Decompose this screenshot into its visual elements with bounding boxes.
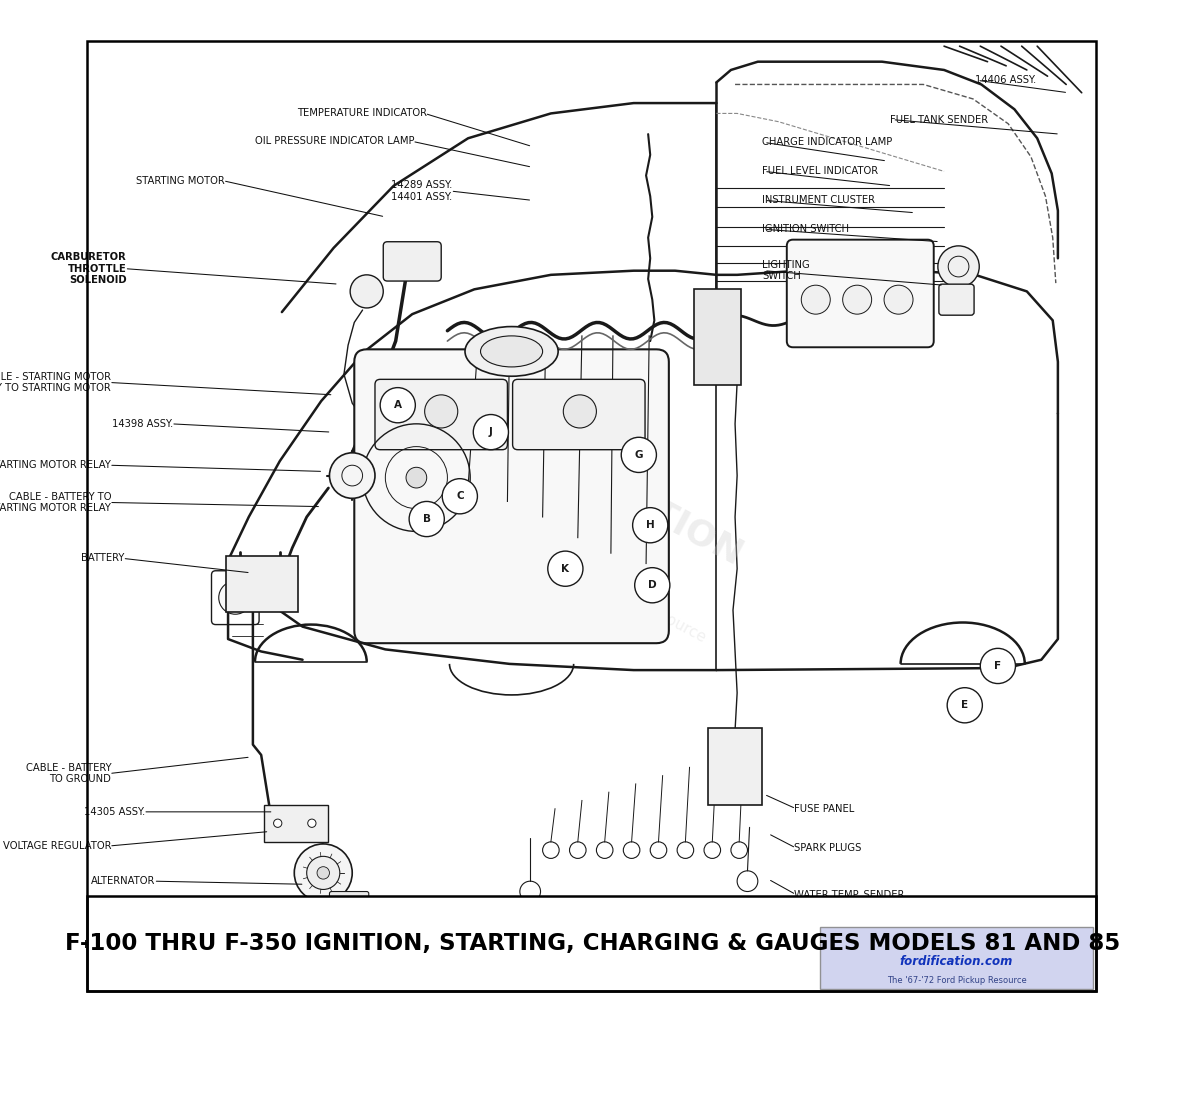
Circle shape <box>308 819 316 827</box>
FancyBboxPatch shape <box>384 242 441 281</box>
Circle shape <box>884 285 913 315</box>
Circle shape <box>274 819 282 827</box>
FancyBboxPatch shape <box>708 728 762 804</box>
Text: CABLE - STARTING MOTOR
RELAY TO STARTING MOTOR: CABLE - STARTING MOTOR RELAY TO STARTING… <box>0 372 111 393</box>
Circle shape <box>948 687 983 723</box>
Circle shape <box>632 507 668 543</box>
Text: J: J <box>489 427 493 437</box>
Text: STARTING MOTOR: STARTING MOTOR <box>136 175 225 185</box>
Text: The '67-'72 Ford Pickup Resource: The '67-'72 Ford Pickup Resource <box>477 513 708 646</box>
Text: G: G <box>635 449 643 460</box>
FancyBboxPatch shape <box>211 571 260 625</box>
FancyBboxPatch shape <box>327 897 372 926</box>
Text: STARTING MOTOR RELAY: STARTING MOTOR RELAY <box>0 460 111 470</box>
Text: SPARK PLUGS: SPARK PLUGS <box>794 843 861 853</box>
Circle shape <box>307 856 340 890</box>
Text: FUEL TANK SENDER: FUEL TANK SENDER <box>890 115 989 125</box>
Text: H: H <box>645 521 655 530</box>
Circle shape <box>801 285 831 315</box>
FancyBboxPatch shape <box>787 240 933 347</box>
Text: fordification.com: fordification.com <box>900 956 1014 969</box>
Circle shape <box>938 246 979 287</box>
Text: E: E <box>962 700 969 710</box>
Text: WATER TEMP. SENDER: WATER TEMP. SENDER <box>794 890 904 900</box>
Text: VOLTAGE REGULATOR: VOLTAGE REGULATOR <box>2 841 111 850</box>
FancyBboxPatch shape <box>512 379 645 449</box>
Ellipse shape <box>480 335 543 367</box>
Text: A: A <box>394 400 401 410</box>
Text: 14289 ASSY.
14401 ASSY.: 14289 ASSY. 14401 ASSY. <box>392 180 453 202</box>
Circle shape <box>548 551 583 586</box>
Text: F-100 THRU F-350 IGNITION, STARTING, CHARGING & GAUGES MODELS 81 AND 85: F-100 THRU F-350 IGNITION, STARTING, CHA… <box>65 932 1120 955</box>
FancyBboxPatch shape <box>332 931 369 956</box>
Circle shape <box>317 867 329 879</box>
Text: LIGHTING
SWITCH: LIGHTING SWITCH <box>762 260 809 282</box>
Circle shape <box>425 395 458 427</box>
Text: B: B <box>422 514 431 524</box>
Text: DISTRIBUTOR: DISTRIBUTOR <box>88 907 156 917</box>
Text: 14398 ASSY.: 14398 ASSY. <box>112 419 173 429</box>
Text: FUSE PANEL: FUSE PANEL <box>794 803 854 813</box>
Text: CABLE - BATTERY
TO GROUND: CABLE - BATTERY TO GROUND <box>26 763 111 785</box>
Circle shape <box>406 467 427 488</box>
FancyBboxPatch shape <box>264 804 328 842</box>
FancyBboxPatch shape <box>329 891 369 914</box>
Text: The '67-'72 Ford Pickup Resource: The '67-'72 Ford Pickup Resource <box>886 977 1027 985</box>
FancyBboxPatch shape <box>694 289 741 385</box>
Text: FUEL LEVEL INDICATOR: FUEL LEVEL INDICATOR <box>762 167 878 176</box>
Circle shape <box>843 285 872 315</box>
Bar <box>87 895 1096 991</box>
Circle shape <box>218 581 251 614</box>
FancyBboxPatch shape <box>939 284 974 316</box>
Circle shape <box>621 437 656 472</box>
Text: 14406 ASSY.: 14406 ASSY. <box>975 76 1036 85</box>
Text: CARBURETOR
THROTTLE
SOLENOID: CARBURETOR THROTTLE SOLENOID <box>51 252 126 285</box>
Text: OIL PRESSURE INDICATOR LAMP: OIL PRESSURE INDICATOR LAMP <box>255 136 414 147</box>
Text: CHARGE INDICATOR LAMP: CHARGE INDICATOR LAMP <box>762 137 892 147</box>
Text: OIL PRESSURE SENDER: OIL PRESSURE SENDER <box>445 926 560 936</box>
Text: FORDIFICATION
      .COM: FORDIFICATION .COM <box>435 395 749 608</box>
Text: CABLE - BATTERY TO
STARTING MOTOR RELAY: CABLE - BATTERY TO STARTING MOTOR RELAY <box>0 492 111 513</box>
Ellipse shape <box>465 327 558 376</box>
FancyBboxPatch shape <box>375 379 507 449</box>
Circle shape <box>635 568 670 603</box>
Circle shape <box>473 414 509 449</box>
Circle shape <box>329 453 375 499</box>
Circle shape <box>350 275 384 308</box>
Circle shape <box>380 388 415 423</box>
Text: IGNITION SWITCH: IGNITION SWITCH <box>762 225 848 235</box>
Circle shape <box>981 649 1016 684</box>
FancyBboxPatch shape <box>354 350 669 643</box>
Text: TEMPERATURE INDICATOR: TEMPERATURE INDICATOR <box>296 109 427 118</box>
Text: C: C <box>455 491 464 501</box>
Circle shape <box>442 479 478 514</box>
Circle shape <box>563 395 596 427</box>
Text: F: F <box>995 661 1002 671</box>
Circle shape <box>294 844 352 902</box>
Text: K: K <box>562 563 570 573</box>
Text: BATTERY: BATTERY <box>81 553 125 563</box>
Text: D: D <box>648 580 656 591</box>
Text: INSTRUMENT CLUSTER: INSTRUMENT CLUSTER <box>762 195 874 205</box>
Bar <box>820 927 1093 989</box>
Text: 14305 ASSY.: 14305 ASSY. <box>84 807 145 817</box>
Text: ALTERNATOR: ALTERNATOR <box>91 876 156 887</box>
FancyBboxPatch shape <box>227 557 299 613</box>
Text: IGNITION COIL: IGNITION COIL <box>85 940 156 950</box>
Circle shape <box>409 502 445 537</box>
